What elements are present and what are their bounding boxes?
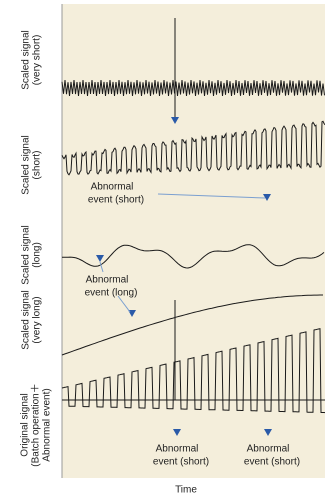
panel-label: (short) (32, 151, 43, 180)
panel-label: Scaled signal (21, 290, 32, 349)
annotation: Abnormal (156, 444, 199, 455)
panel-label: Original signal (20, 393, 31, 456)
event-marker (96, 255, 104, 262)
event-marker (264, 429, 272, 436)
annotation: Abnormal (91, 182, 134, 193)
signal-very-short (61, 79, 325, 97)
annotation: Abnormal (86, 275, 129, 286)
labels: Scaled signal (very short)Scaled signal (s… (20, 30, 300, 467)
annotation: event (short) (153, 457, 209, 468)
annotation: event (short) (88, 195, 144, 206)
annotation: event (short) (244, 457, 300, 468)
signal-long (62, 244, 325, 269)
event-marker (171, 117, 179, 124)
panel-label: (long) (32, 242, 43, 268)
signal-short (61, 120, 325, 176)
event-marker (263, 194, 271, 201)
panel-label: Scaled signal (21, 225, 32, 284)
panel-label: Abnormal event) (42, 388, 53, 461)
waveforms (61, 18, 325, 436)
annotation: event (long) (85, 288, 138, 299)
signal-very-long (61, 294, 323, 356)
event-marker (173, 429, 181, 436)
panel-label: Scaled signal (21, 135, 32, 194)
x-axis-label: Time (175, 485, 197, 496)
panel-label: (very short) (32, 35, 43, 86)
panel-label: (very long) (32, 296, 43, 343)
signal-original (61, 328, 325, 414)
panel-label: (Batch operation＋ (31, 383, 42, 466)
annotation-arrow (157, 193, 266, 199)
annotation-arrow (117, 295, 131, 313)
panel-label: Scaled signal (21, 30, 32, 89)
annotation-arrow (99, 261, 104, 273)
annotation: Abnormal (247, 444, 290, 455)
